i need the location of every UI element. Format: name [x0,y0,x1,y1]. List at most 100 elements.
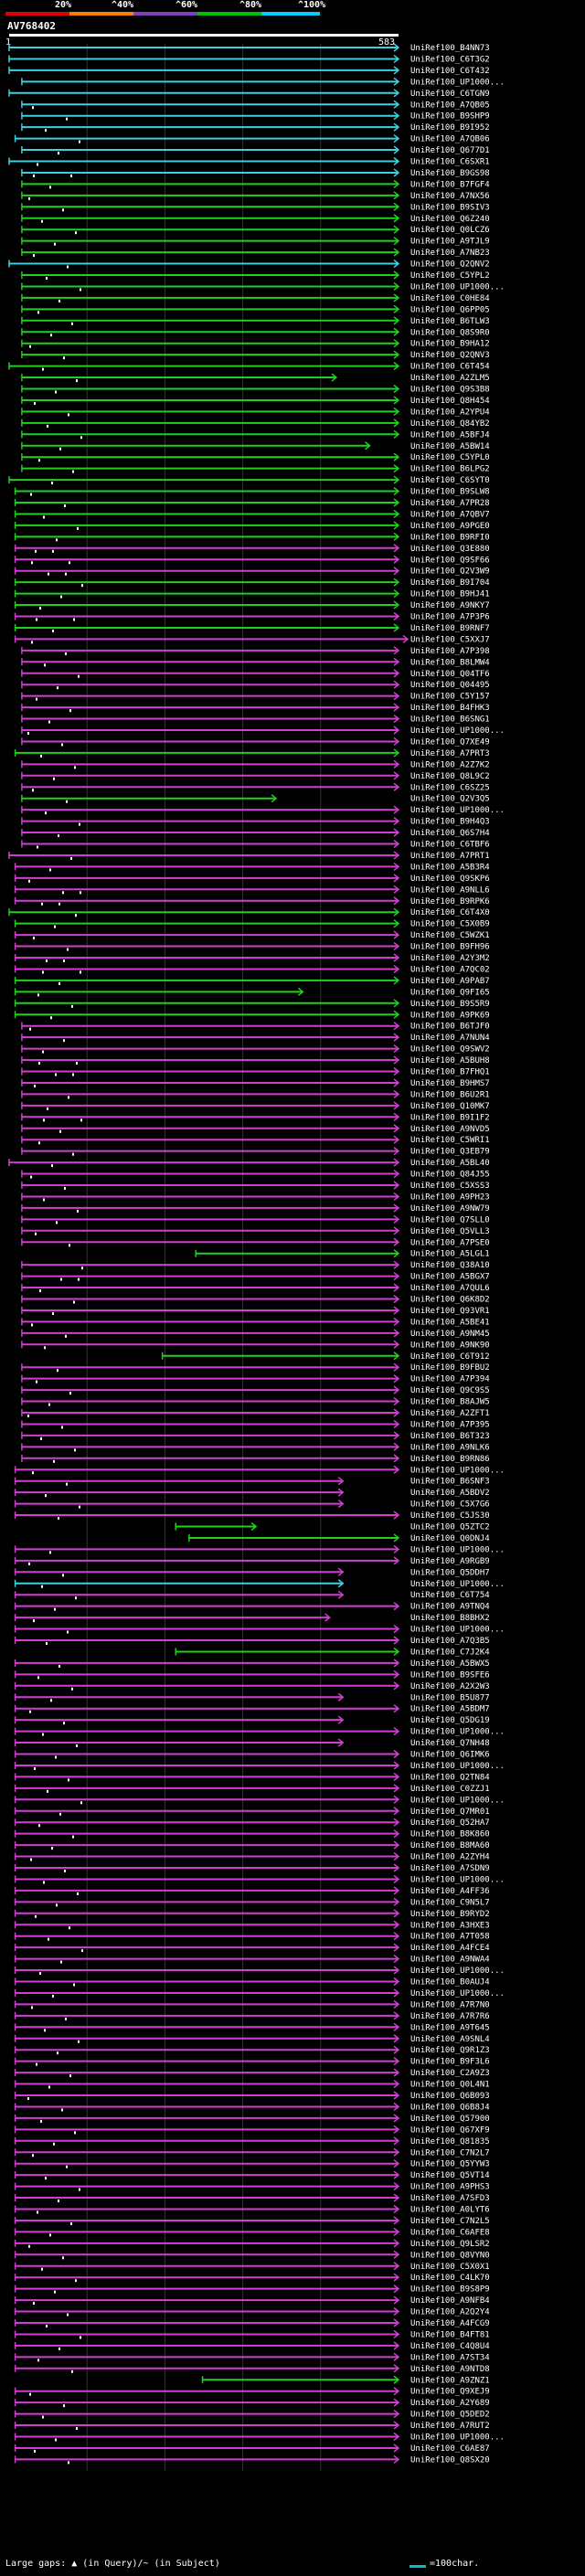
hit-row[interactable]: UniRef100_B9S8P9 [14,2284,490,2295]
hit-row[interactable]: UniRef100_B9I1F2 [21,1112,490,1122]
hit-row[interactable]: UniRef100_B9FH96 [14,941,490,952]
hit-row[interactable]: UniRef100_A7PRT3 [14,748,490,758]
hit-row[interactable]: UniRef100_C5Y157 [21,692,490,702]
hit-row[interactable]: UniRef100_A9RGB9 [14,1556,490,1566]
hit-row[interactable]: UniRef100_A9NFB4 [14,2295,490,2306]
hit-row[interactable]: UniRef100_B8K860 [14,1829,490,1839]
hit-row[interactable]: UniRef100_A4FCG9 [14,2318,490,2328]
hit-row[interactable]: UniRef100_A9PK69 [14,1010,490,1020]
hit-row[interactable]: UniRef100_B9SFE6 [14,1670,490,1680]
hit-row[interactable]: UniRef100_C6SZ25 [21,782,490,792]
hit-row[interactable]: UniRef100_A7R7R6 [14,2011,490,2021]
hit-row[interactable]: UniRef100_Q8S9R0 [21,327,490,337]
hit-row[interactable]: UniRef100_Q38A10 [21,1260,490,1270]
hit-row[interactable]: UniRef100_Q0L4N1 [14,2079,490,2090]
hit-row[interactable]: UniRef100_C7N2L7 [14,2147,490,2157]
hit-row[interactable]: UniRef100_B9SIV3 [21,202,490,212]
hit-row[interactable]: UniRef100_B6SNF3 [14,1477,490,1487]
hit-row[interactable]: UniRef100_C6T4X0 [8,907,490,917]
hit-row[interactable]: UniRef100_A9NVD5 [21,1124,490,1134]
hit-row[interactable]: UniRef100_Q8SX20 [14,2454,490,2465]
hit-row[interactable]: UniRef100_C6T3G2 [8,54,490,64]
hit-row[interactable]: UniRef100_B9FBU2 [21,1362,490,1373]
hit-row[interactable]: UniRef100_A7T058 [14,1932,490,1942]
hit-row[interactable]: UniRef100_C0ZZJ1 [14,1784,490,1794]
hit-row[interactable]: UniRef100_A4FF36 [14,1886,490,1896]
hit-row[interactable]: UniRef100_A7NB23 [21,248,490,258]
hit-row[interactable]: UniRef100_Q04495 [21,680,490,690]
hit-row[interactable]: UniRef100_Q67XF9 [14,2125,490,2135]
hit-row[interactable]: UniRef100_A3HXE3 [14,1920,490,1930]
hit-row[interactable]: UniRef100_C0HE84 [21,293,490,303]
hit-row[interactable]: UniRef100_A9PGE0 [14,521,490,531]
hit-row[interactable]: UniRef100_Q5ZTC2 [175,1521,490,1532]
hit-row[interactable]: UniRef100_Q5DG19 [14,1715,490,1725]
hit-row[interactable]: UniRef100_Q5YYW3 [14,2159,490,2169]
hit-row[interactable]: UniRef100_Q6Z240 [21,214,490,224]
hit-row[interactable]: UniRef100_A7NUN4 [21,1033,490,1043]
hit-row[interactable]: UniRef100_A9PHS3 [14,2182,490,2192]
hit-row[interactable]: UniRef100_A2ZYH4 [14,1851,490,1862]
hit-row[interactable]: UniRef100_B6SNG1 [21,714,490,725]
hit-row[interactable]: UniRef100_Q81835 [14,2136,490,2147]
hit-row[interactable]: UniRef100_B6LPG2 [21,464,490,474]
hit-row[interactable]: UniRef100_A5BGX7 [21,1272,490,1282]
hit-row[interactable]: UniRef100_Q04TF6 [21,669,490,679]
hit-row[interactable]: UniRef100_A5BWX5 [14,1659,490,1669]
hit-row[interactable]: UniRef100_C5X0B9 [14,919,490,929]
hit-row[interactable]: UniRef100_A9SNL4 [14,2034,490,2044]
hit-row[interactable]: UniRef100_Q6K8D2 [21,1294,490,1305]
hit-row[interactable]: UniRef100_Q5DED2 [14,2410,490,2420]
hit-row[interactable]: UniRef100_UP1000... [14,1727,505,1737]
hit-row[interactable]: UniRef100_B9F3L6 [14,2057,490,2067]
hit-row[interactable]: UniRef100_A7ST34 [14,2352,490,2362]
hit-row[interactable]: UniRef100_UP1000... [21,281,505,292]
hit-row[interactable]: UniRef100_Q84J55 [21,1169,490,1180]
hit-row[interactable]: UniRef100_C6T912 [161,1352,490,1362]
hit-row[interactable]: UniRef100_A2YPU4 [21,407,490,417]
hit-row[interactable]: UniRef100_A9NWA4 [14,1955,490,1965]
hit-row[interactable]: UniRef100_B9I952 [21,122,490,133]
hit-row[interactable]: UniRef100_UP1000... [14,1544,505,1554]
hit-row[interactable]: UniRef100_C7N2L5 [14,2216,490,2226]
hit-row[interactable]: UniRef100_C6SYT0 [8,475,490,485]
hit-row[interactable]: UniRef100_A5B3R4 [14,862,490,872]
hit-row[interactable]: UniRef100_A7Q3B5 [14,1636,490,1646]
hit-row[interactable]: UniRef100_A7QB06 [14,134,490,144]
hit-row[interactable]: UniRef100_Q9FI65 [14,987,490,997]
hit-row[interactable]: UniRef100_UP1000... [21,805,505,815]
hit-row[interactable]: UniRef100_A7QUL6 [21,1283,490,1293]
hit-row[interactable]: UniRef100_A5BE41 [21,1317,490,1327]
hit-row[interactable]: UniRef100_UP1000... [14,1624,505,1635]
hit-row[interactable]: UniRef100_Q8L9C2 [21,771,490,781]
hit-row[interactable]: UniRef100_Q2V3Q5 [21,794,490,804]
hit-row[interactable]: UniRef100_UP1000... [14,1465,505,1475]
hit-row[interactable]: UniRef100_B9RYD2 [14,1909,490,1919]
hit-row[interactable]: UniRef100_UP1000... [14,1579,505,1589]
hit-row[interactable]: UniRef100_B8MA60 [14,1840,490,1850]
hit-row[interactable]: UniRef100_B9RNF7 [14,623,490,633]
hit-row[interactable]: UniRef100_A9NLK6 [21,1442,490,1452]
hit-row[interactable]: UniRef100_A9TNQ4 [14,1602,490,1612]
hit-row[interactable]: UniRef100_Q677D1 [21,145,490,155]
hit-row[interactable]: UniRef100_Q0DNJ4 [188,1533,490,1543]
hit-row[interactable]: UniRef100_B6T323 [21,1431,490,1441]
hit-row[interactable]: UniRef100_Q6B093 [14,2091,490,2101]
hit-row[interactable]: UniRef100_Q3E880 [14,544,490,554]
hit-row[interactable]: UniRef100_Q8VYN0 [14,2250,490,2260]
hit-row[interactable]: UniRef100_A7PRT1 [8,851,490,861]
hit-row[interactable]: UniRef100_A5BL40 [8,1158,490,1168]
hit-row[interactable]: UniRef100_Q2QNV3 [21,350,490,360]
hit-row[interactable]: UniRef100_C6T432 [8,66,490,76]
hit-row[interactable]: UniRef100_A7RUT2 [14,2421,490,2431]
hit-row[interactable]: UniRef100_Q5VT14 [14,2170,490,2180]
hit-row[interactable]: UniRef100_Q93VR1 [21,1306,490,1316]
hit-row[interactable]: UniRef100_A9T645 [14,2022,490,2032]
hit-row[interactable]: UniRef100_C5X7G6 [14,1500,490,1510]
hit-row[interactable]: UniRef100_Q0LCZ6 [21,225,490,235]
hit-row[interactable]: UniRef100_A5BDV2 [14,1488,490,1498]
hit-row[interactable]: UniRef100_A7NX56 [21,191,490,201]
hit-row[interactable]: UniRef100_C4Q8U4 [14,2341,490,2351]
hit-row[interactable]: UniRef100_B5U877 [14,1692,490,1702]
hit-row[interactable]: UniRef100_Q84YB2 [21,419,490,429]
